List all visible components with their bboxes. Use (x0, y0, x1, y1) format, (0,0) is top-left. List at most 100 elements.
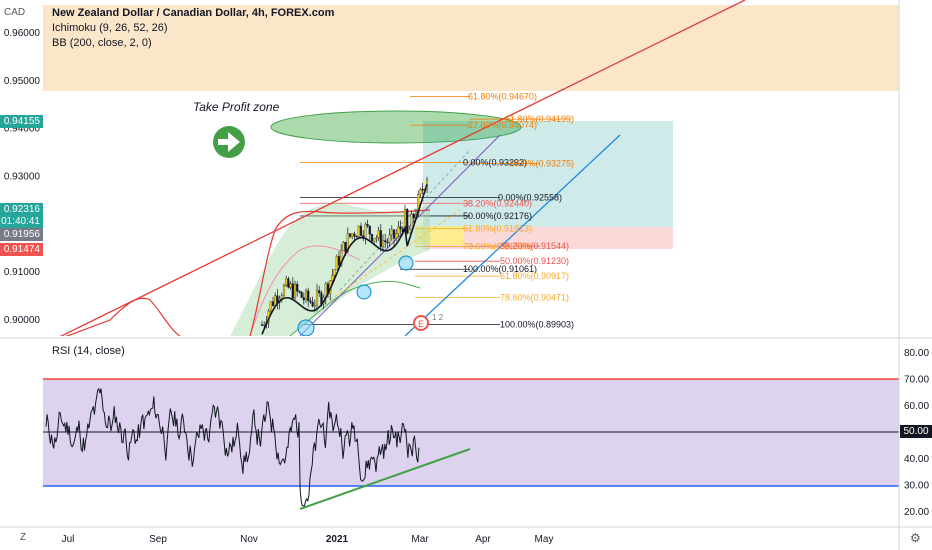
candle-body (298, 290, 301, 293)
candle-body (337, 256, 341, 266)
candle-body (419, 188, 422, 195)
price-tick-label: 0.91000 (4, 267, 41, 278)
target-zone (423, 121, 673, 227)
price-tick-label: 0.95000 (4, 76, 41, 87)
bb-upper-left (65, 297, 181, 336)
fib-labels: -61.80%(0.94670) 61.80%(0.94199)-27.00%(0… (463, 92, 574, 330)
rsi-tick-label: 70.00 (904, 375, 929, 386)
stop-zone (423, 227, 673, 249)
candle-body (274, 295, 277, 306)
channel-line (299, 134, 501, 336)
candle-body (375, 237, 378, 240)
fib-level-label: 100.00%(0.89903) (500, 320, 574, 330)
candle-body (412, 213, 415, 219)
candle-body (311, 301, 314, 307)
candle-body (331, 275, 334, 281)
swing-low-3 (398, 255, 414, 271)
rsi-axis[interactable]: 80.00 70.00 60.00 40.00 30.00 20.00 (904, 348, 929, 518)
rsi-tick-label: 80.00 (904, 348, 929, 359)
candle-body (386, 241, 389, 244)
bb-upper (249, 209, 431, 336)
candle-body (388, 234, 391, 243)
time-tick-label: 2021 (326, 534, 349, 545)
fib-zone (415, 226, 463, 245)
rsi-tick-label: 20.00 (904, 507, 929, 518)
fib-level-label: 78.60%(0.91538) (463, 241, 532, 251)
candle-body (390, 229, 393, 236)
rsi-line (45, 387, 420, 507)
fib-level-label: 61.80%(0.91913) (463, 223, 532, 233)
svg-text:E: E (418, 319, 424, 329)
fib-level-label: 38.20%(0.91544) (500, 241, 569, 251)
take-profit-ellipse (270, 110, 522, 144)
fib-level-label: -61.80%(0.94670) (465, 92, 537, 102)
candle-body (282, 285, 286, 296)
candle-body (285, 278, 288, 286)
rsi-trendline (299, 448, 471, 510)
price-axis[interactable]: 0.96000 0.95000 0.94000 0.93000 0.91000 0.900… (4, 28, 41, 326)
candle-body (370, 234, 374, 242)
candle-body (397, 226, 400, 234)
candle-body (340, 250, 343, 266)
candle-body (384, 240, 387, 243)
swing-low-2 (356, 284, 372, 300)
candle-body (373, 238, 376, 242)
fib-level-label: 61.80%(0.94199) (505, 114, 574, 124)
supply-zone (43, 5, 899, 91)
candle-body (368, 225, 371, 235)
candle-body (293, 283, 297, 299)
ichimoku-legend[interactable]: Ichimoku (9, 26, 52, 26) (52, 22, 168, 34)
candle-body (309, 300, 312, 303)
fib-level-label: -27.00%(0.94074) (465, 120, 537, 130)
symbol-title[interactable]: New Zealand Dollar / Canadian Dollar, 4h… (52, 7, 335, 19)
candle-body (379, 230, 382, 248)
candle-body (335, 256, 338, 271)
currency-label: CAD (4, 7, 26, 18)
last-price-tag: 0.92316 (0, 203, 43, 216)
timezone-icon[interactable]: Z (20, 532, 27, 543)
candle-body (300, 291, 303, 298)
countdown-tag: 01:40:41 (0, 215, 43, 228)
candle-body (289, 283, 292, 288)
price-tick-label: 0.96000 (4, 28, 41, 39)
upper-trendline (59, 0, 746, 336)
rsi-tick-label: 30.00 (904, 481, 929, 492)
tp-price-tag: 0.94155 (0, 115, 43, 128)
candle-body (287, 278, 290, 288)
settings-gear-icon[interactable]: ⚙ (910, 531, 921, 545)
fib-connector-1 (329, 209, 461, 301)
fib-level-label: 50.00%(0.91230) (500, 256, 569, 266)
candle-body (263, 324, 266, 326)
candle-body (348, 233, 352, 237)
rsi-value-tag: 50.00 (900, 425, 932, 438)
candle-body (313, 304, 316, 307)
candle-body (271, 301, 275, 306)
fib-connector-2 (339, 149, 471, 291)
candle-body (377, 230, 380, 239)
time-tick-label: Mar (411, 534, 429, 545)
price-tick-label: 0.94000 (4, 124, 41, 135)
time-tick-label: Jul (62, 534, 75, 545)
candle-body (353, 233, 356, 237)
rsi-legend[interactable]: RSI (14, close) (52, 345, 125, 357)
candle-body (315, 290, 319, 306)
rsi-tick-label: 60.00 (904, 401, 929, 412)
candle-body (304, 290, 308, 301)
cloud-edge (249, 245, 361, 336)
time-axis[interactable]: Jul Sep Nov 2021 Mar Apr May (62, 534, 554, 545)
fib-level-label: 0.00%(0.93292) (463, 158, 527, 168)
fib-level-label: 78.60%(0.90471) (500, 292, 569, 302)
candle-body (346, 233, 349, 253)
candle-body (392, 229, 396, 239)
candle-body (260, 324, 264, 326)
candle-body (296, 283, 299, 292)
earnings-flag-icon[interactable]: E 1 2 (413, 313, 444, 331)
candle-body (421, 188, 424, 191)
price-tick-label: 0.93000 (4, 172, 41, 183)
fib-retracement-lines (300, 96, 570, 326)
time-tick-label: Apr (475, 534, 491, 545)
fib-level-label: 100.00%(0.91061) (463, 264, 537, 274)
bb-legend[interactable]: BB (200, close, 2, 0) (52, 37, 152, 49)
take-profit-label: Take Profit zone (193, 100, 280, 114)
